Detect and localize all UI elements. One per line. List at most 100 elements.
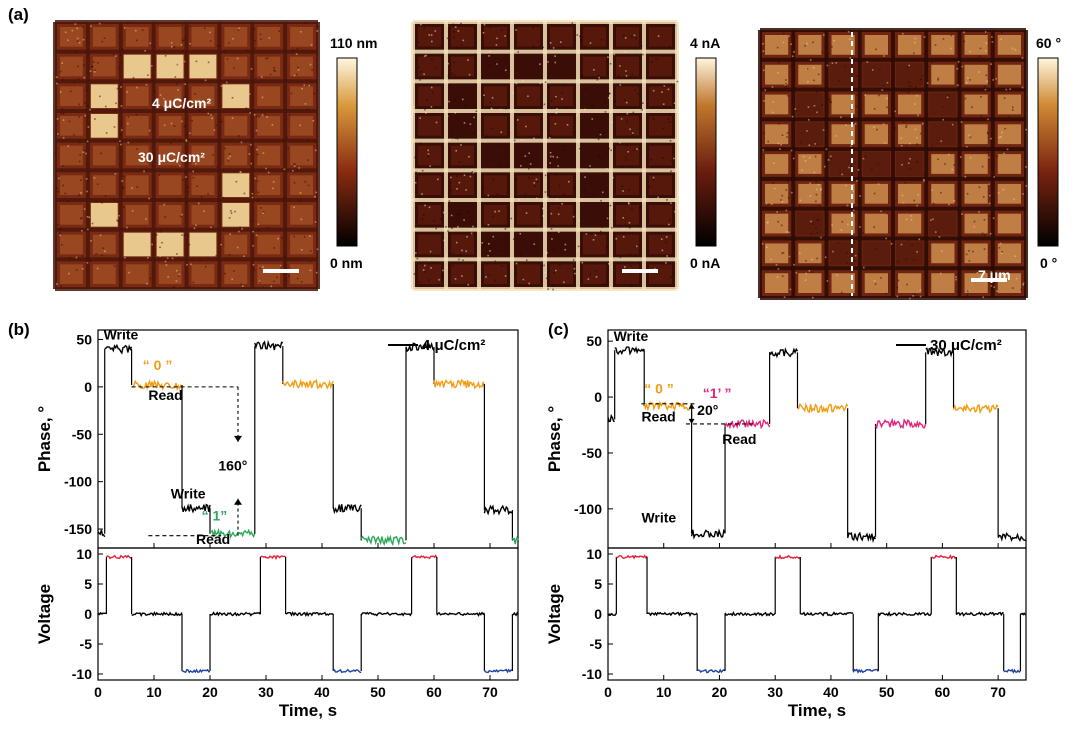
noise-speck bbox=[625, 70, 627, 72]
noise-speck bbox=[78, 116, 81, 118]
noise-speck bbox=[793, 51, 795, 53]
noise-speck bbox=[184, 35, 187, 38]
noise-speck bbox=[428, 34, 431, 36]
pattern-cell bbox=[550, 175, 573, 195]
noise-speck bbox=[223, 50, 226, 53]
noise-speck bbox=[643, 258, 646, 261]
noise-speck bbox=[910, 179, 913, 181]
noise-speck bbox=[83, 64, 85, 66]
noise-speck bbox=[266, 57, 269, 59]
noise-speck bbox=[914, 128, 917, 131]
noise-speck bbox=[604, 102, 607, 104]
noise-speck bbox=[432, 91, 434, 93]
noise-speck bbox=[595, 276, 598, 278]
noise-speck bbox=[550, 212, 553, 215]
noise-speck bbox=[781, 252, 783, 255]
noise-speck bbox=[71, 29, 74, 32]
noise-speck bbox=[552, 249, 555, 251]
noise-speck bbox=[772, 111, 774, 114]
noise-speck bbox=[816, 231, 819, 234]
phase-trace-segment bbox=[131, 378, 183, 392]
noise-speck bbox=[441, 275, 443, 277]
noise-speck bbox=[986, 80, 988, 83]
noise-speck bbox=[416, 257, 419, 260]
noise-speck bbox=[466, 235, 468, 238]
pattern-cell bbox=[831, 94, 855, 115]
pattern-cell bbox=[765, 273, 789, 293]
noise-speck bbox=[821, 149, 823, 151]
noise-speck bbox=[104, 105, 107, 108]
noise-speck bbox=[150, 44, 153, 47]
phase-ytick-label: 50 bbox=[586, 333, 602, 349]
noise-speck bbox=[95, 200, 97, 203]
noise-speck bbox=[576, 34, 578, 36]
noise-speck bbox=[455, 175, 458, 177]
pattern-cell bbox=[92, 175, 116, 195]
pattern-cell bbox=[125, 116, 149, 136]
noise-speck bbox=[662, 157, 665, 159]
xtick-label: 20 bbox=[202, 684, 218, 700]
noise-speck bbox=[83, 149, 86, 152]
noise-speck bbox=[250, 143, 252, 146]
pattern-cell bbox=[191, 116, 215, 136]
noise-speck bbox=[293, 235, 295, 238]
noise-speck bbox=[563, 84, 566, 86]
pattern-cell-written bbox=[222, 84, 250, 108]
noise-speck bbox=[544, 191, 547, 193]
noise-speck bbox=[103, 37, 106, 39]
pattern-cell bbox=[290, 86, 313, 106]
noise-speck bbox=[624, 155, 627, 158]
pattern-cell bbox=[964, 213, 988, 234]
noise-speck bbox=[450, 72, 453, 75]
noise-speck bbox=[849, 57, 851, 59]
phase-trace-segment bbox=[607, 413, 615, 423]
noise-speck bbox=[55, 152, 57, 154]
image-grid-line bbox=[53, 22, 57, 289]
voltage-ytick-label: 0 bbox=[594, 606, 602, 622]
noise-speck bbox=[845, 124, 848, 126]
noise-speck bbox=[166, 257, 169, 259]
xtick-label: 10 bbox=[146, 684, 162, 700]
noise-speck bbox=[766, 246, 768, 249]
noise-speck bbox=[265, 167, 267, 170]
image-grid-line bbox=[217, 22, 222, 289]
voltage-trace-segment bbox=[697, 668, 726, 674]
noise-speck bbox=[780, 143, 782, 146]
noise-speck bbox=[75, 51, 77, 53]
noise-speck bbox=[776, 276, 779, 278]
noise-speck bbox=[792, 55, 794, 58]
noise-speck bbox=[250, 220, 252, 222]
voltage-trace-segment bbox=[616, 554, 648, 560]
noise-speck bbox=[629, 272, 632, 275]
pattern-cell bbox=[831, 273, 855, 293]
noise-speck bbox=[199, 259, 201, 262]
noise-speck bbox=[1024, 192, 1026, 194]
noise-speck bbox=[421, 218, 424, 221]
panel-a-label: (a) bbox=[8, 5, 29, 24]
noise-speck bbox=[776, 211, 778, 213]
noise-speck bbox=[960, 121, 963, 123]
noise-speck bbox=[547, 86, 550, 88]
noise-speck bbox=[274, 70, 276, 73]
pattern-cell bbox=[649, 234, 672, 255]
noise-speck bbox=[662, 127, 665, 130]
noise-speck bbox=[577, 219, 580, 222]
phase-trace-segment bbox=[104, 343, 133, 355]
noise-speck bbox=[197, 202, 200, 205]
noise-speck bbox=[572, 215, 575, 218]
noise-speck bbox=[438, 278, 440, 281]
noise-speck bbox=[862, 232, 864, 234]
noise-speck bbox=[145, 83, 148, 86]
noise-speck bbox=[977, 266, 980, 269]
noise-speck bbox=[196, 185, 199, 187]
noise-speck bbox=[579, 35, 581, 38]
noise-speck bbox=[116, 201, 119, 204]
phase-ytick-label: 0 bbox=[84, 379, 92, 395]
noise-speck bbox=[439, 218, 442, 220]
noise-speck bbox=[93, 71, 96, 73]
noise-speck bbox=[578, 149, 581, 152]
noise-speck bbox=[857, 38, 860, 40]
noise-speck bbox=[207, 112, 210, 115]
noise-speck bbox=[155, 233, 158, 236]
noise-speck bbox=[56, 190, 59, 193]
